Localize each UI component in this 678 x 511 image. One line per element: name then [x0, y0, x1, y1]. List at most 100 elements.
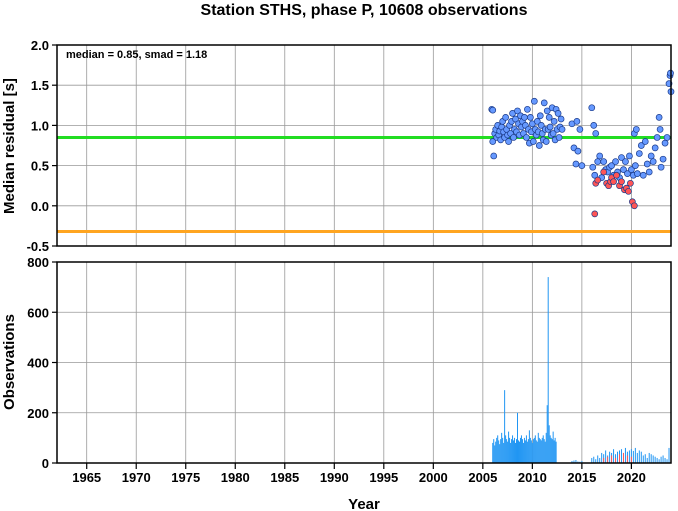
data-point [592, 130, 600, 137]
data-point [545, 114, 553, 121]
bar [527, 439, 529, 463]
data-point [631, 202, 638, 210]
data-point [624, 170, 631, 177]
bar [634, 447, 636, 463]
bar [640, 451, 642, 463]
bar [636, 452, 638, 463]
bar [553, 440, 555, 463]
data-point [557, 115, 565, 123]
data-point [502, 114, 509, 121]
bar [646, 457, 648, 463]
bar [668, 447, 670, 463]
data-point [505, 138, 512, 145]
data-point [573, 118, 581, 125]
data-point [620, 166, 627, 173]
data-point [540, 99, 548, 107]
data-point [537, 122, 545, 129]
x-tick-label: 1970 [122, 470, 151, 485]
data-point [610, 178, 617, 186]
data-point [521, 114, 528, 121]
x-tick-label: 1985 [270, 470, 299, 485]
bar [531, 442, 533, 463]
bar [502, 437, 504, 463]
bar [573, 460, 575, 463]
data-point [622, 158, 629, 165]
bar [599, 457, 601, 463]
bar [500, 439, 502, 463]
data-point [572, 160, 580, 168]
observations-y-ticks: 0 200 400 600 800 [27, 255, 57, 471]
data-point [618, 178, 625, 186]
observation-bars [492, 277, 672, 463]
bar [591, 457, 593, 463]
bar [532, 439, 534, 463]
bar [597, 455, 599, 463]
bar [543, 439, 545, 463]
bar [524, 440, 526, 463]
data-point [625, 187, 632, 195]
x-tick-label: 2015 [567, 470, 596, 485]
data-point [558, 126, 566, 133]
bar [498, 440, 500, 463]
data-point [530, 97, 538, 105]
bar [499, 444, 501, 463]
data-point [546, 123, 554, 131]
data-point [527, 114, 534, 121]
x-tick-label: 1965 [72, 470, 101, 485]
data-point [659, 155, 667, 163]
bar [551, 439, 553, 463]
bar [539, 439, 541, 463]
data-point [542, 138, 550, 145]
data-point [510, 134, 517, 141]
data-point [633, 170, 641, 177]
bar [638, 450, 640, 463]
bar [516, 439, 518, 463]
y-tick-label: 0.0 [31, 199, 49, 214]
residual-panel: -0.5 0.0 0.5 1.0 1.5 2.0 median = 0.85, smad … [1, 38, 675, 254]
bar [555, 441, 557, 463]
bar [546, 405, 548, 463]
data-point [635, 150, 643, 157]
data-point [523, 134, 530, 141]
bar [497, 435, 499, 463]
data-point [651, 144, 659, 152]
data-point [549, 130, 557, 137]
bar [632, 450, 634, 463]
bar [626, 455, 628, 463]
bar [630, 456, 632, 463]
bar [520, 435, 522, 463]
observations-y-axis-label: Observations [1, 314, 18, 410]
y-tick-label: 200 [27, 406, 49, 421]
data-point [649, 158, 657, 165]
data-point [574, 147, 582, 155]
y-tick-label: 0.5 [31, 159, 49, 174]
bar [517, 440, 519, 463]
y-tick-label: 800 [27, 255, 49, 270]
bar [550, 437, 552, 463]
data-point [645, 168, 653, 176]
bar [542, 435, 544, 463]
bar [656, 457, 658, 463]
bar [648, 452, 650, 463]
bar [523, 437, 525, 463]
bar [571, 460, 573, 463]
bar [664, 457, 666, 463]
data-point [647, 152, 655, 160]
residual-panel-background [57, 45, 671, 246]
data-point [643, 160, 651, 168]
bar [512, 435, 514, 463]
residual-panel-frame [56, 44, 672, 247]
bar [507, 441, 509, 463]
data-point [656, 126, 664, 133]
data-point [543, 107, 551, 115]
data-point [514, 107, 521, 115]
data-point [535, 142, 543, 149]
bar [544, 441, 546, 463]
data-point [490, 152, 498, 160]
stats-annotation: median = 0.85, smad = 1.18 [66, 49, 207, 61]
bar [509, 437, 511, 463]
bar [495, 441, 497, 463]
bar [624, 447, 626, 463]
bar [517, 412, 518, 463]
